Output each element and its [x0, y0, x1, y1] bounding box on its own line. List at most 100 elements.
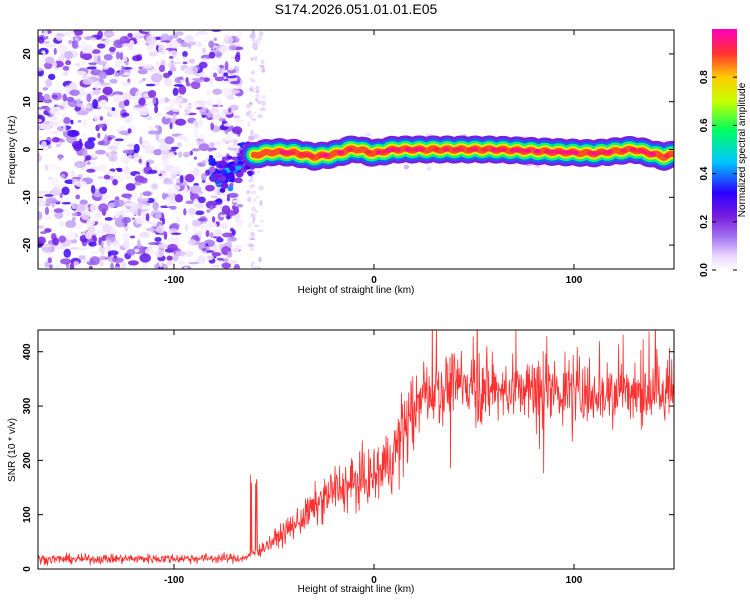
noise-blob: [92, 99, 99, 109]
noise-blob: [132, 47, 136, 51]
noise-blob: [45, 56, 55, 64]
noise-blob: [56, 33, 66, 37]
noise-blob: [199, 76, 205, 81]
noise-blob: [176, 142, 183, 148]
snr-x-label: Height of straight line (km): [298, 584, 415, 595]
noise-blob: [154, 81, 161, 86]
noise-speckle: [252, 198, 257, 202]
noise-blob: [103, 106, 112, 110]
ridge-peak: [457, 147, 464, 152]
noise-blob: [52, 237, 60, 246]
noise-speckle: [251, 79, 255, 84]
noise-blob: [155, 132, 160, 141]
noise-blob: [232, 115, 240, 119]
noise-blob: [171, 166, 183, 175]
spectrogram-y-tick-label: -20: [22, 237, 33, 252]
noise-blob: [169, 39, 179, 49]
noise-blob: [112, 94, 122, 103]
noise-blob: [63, 50, 74, 60]
noise-blob: [97, 176, 105, 180]
noise-blob: [113, 141, 120, 146]
noise-blob: [226, 251, 233, 258]
noise-blob: [56, 45, 69, 52]
noise-blob: [157, 125, 163, 135]
noise-blob: [62, 93, 67, 102]
noise-blob: [120, 260, 127, 269]
spectrogram-y-ticks: -20 -10 0 10 20: [22, 48, 674, 252]
noise-blob: [175, 118, 187, 126]
noise-blob: [236, 204, 244, 208]
figure-title: S174.2026.051.01.01.E05: [275, 1, 438, 17]
noise-blob: [205, 220, 214, 225]
onset-blob: [247, 170, 253, 177]
noise-blob: [146, 197, 155, 203]
noise-blob: [184, 223, 189, 232]
noise-blob: [71, 169, 75, 177]
noise-blob: [166, 260, 175, 266]
snr-y-label: SNR (10 * v/v): [7, 418, 18, 482]
noise-blob: [122, 209, 129, 213]
noise-blob: [85, 154, 92, 161]
noise-blob: [188, 164, 194, 167]
noise-blob: [193, 104, 201, 109]
noise-blob: [168, 152, 175, 159]
noise-blob: [97, 164, 108, 172]
noise-blob: [75, 63, 81, 67]
noise-blob: [127, 32, 133, 38]
noise-blob: [114, 138, 125, 142]
noise-speckle: [255, 195, 260, 199]
noise-blob: [39, 196, 43, 203]
noise-blob: [183, 266, 189, 269]
noise-blob: [154, 105, 159, 114]
noise-blob: [213, 72, 218, 78]
ridge-peak: [394, 147, 402, 152]
noise-blob: [220, 223, 228, 229]
ridge-peak: [543, 149, 551, 154]
noise-blob: [223, 123, 233, 127]
ridge-peak: [495, 147, 503, 152]
noise-blob: [215, 98, 221, 103]
noise-blob: [184, 34, 195, 43]
noise-speckle: [246, 103, 251, 109]
colorbar-tick-label: 0.6: [699, 118, 710, 132]
noise-blob: [189, 58, 196, 64]
noise-blob: [175, 250, 186, 257]
noise-speckle: [251, 206, 257, 212]
noise-blob: [162, 217, 166, 225]
snr-x-tick-label: 0: [371, 575, 377, 586]
noise-blob: [99, 255, 108, 261]
noise-blob: [168, 56, 174, 59]
noise-blob: [43, 30, 48, 37]
noise-speckle: [255, 92, 260, 99]
noise-blob: [38, 152, 41, 162]
colorbar-tick-label: 0.4: [699, 166, 710, 180]
noise-blob: [66, 231, 77, 241]
snr-y-tick-label: 300: [22, 397, 33, 414]
noise-blob: [143, 141, 151, 148]
noise-blob: [154, 213, 162, 219]
noise-blob: [73, 30, 84, 36]
noise-blob: [185, 250, 194, 258]
noise-blob: [145, 213, 150, 222]
noise-blob: [197, 196, 206, 204]
noise-blob: [183, 208, 187, 216]
noise-blob: [140, 112, 150, 115]
noise-blob: [98, 82, 111, 86]
noise-blob: [113, 39, 125, 49]
noise-blob: [158, 266, 164, 269]
noise-blob: [146, 34, 156, 45]
noise-blob: [122, 240, 130, 249]
noise-blob: [62, 124, 67, 132]
noise-blob: [62, 72, 69, 76]
onset-blob: [208, 147, 217, 151]
noise-blob: [229, 133, 238, 137]
noise-blob: [44, 206, 50, 216]
noise-blob: [113, 199, 125, 208]
noise-blob: [210, 195, 219, 199]
onset-blob: [208, 155, 214, 160]
noise-blob: [121, 65, 125, 75]
noise-blob: [184, 106, 191, 115]
noise-blob: [231, 126, 243, 135]
noise-blob: [106, 170, 115, 176]
noise-blob: [112, 257, 124, 263]
